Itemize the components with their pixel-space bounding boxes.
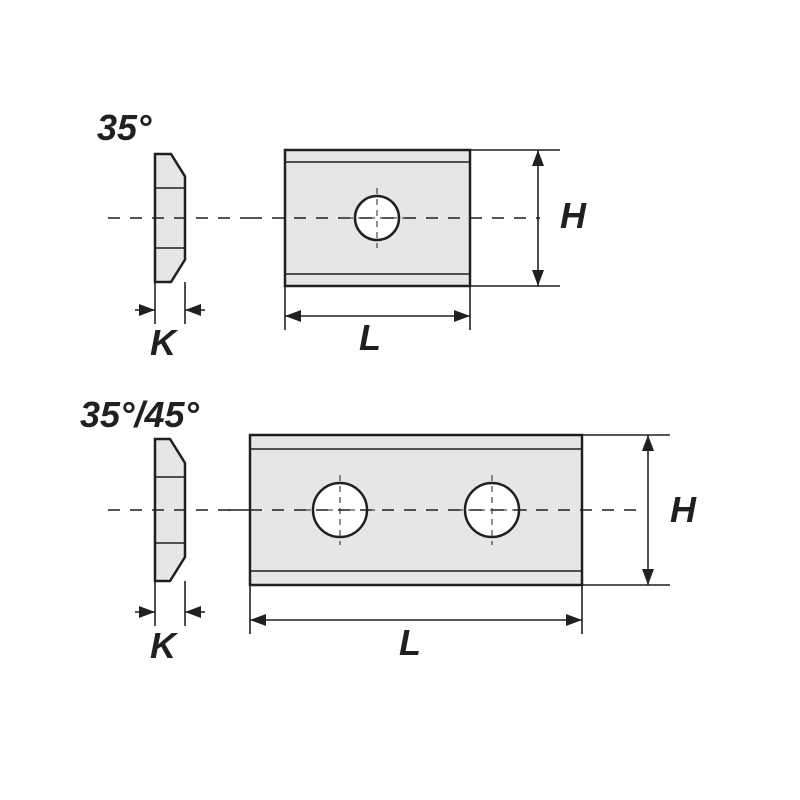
arrowhead	[532, 150, 544, 166]
arrowhead	[185, 606, 201, 618]
label-text: H	[670, 489, 697, 530]
label-text: L	[399, 622, 421, 663]
label-text: 35°/45°	[80, 394, 199, 435]
label-text: H	[560, 195, 587, 236]
label-text: 35°	[97, 107, 152, 148]
arrowhead	[642, 435, 654, 451]
arrowhead	[139, 304, 155, 316]
arrowhead	[566, 614, 582, 626]
arrowhead	[185, 304, 201, 316]
label-text: K	[150, 625, 179, 666]
arrowhead	[285, 310, 301, 322]
arrowhead	[139, 606, 155, 618]
arrowhead	[532, 270, 544, 286]
label-text: K	[150, 322, 179, 363]
arrowhead	[642, 569, 654, 585]
label-text: L	[359, 317, 381, 358]
technical-drawing: 35° K L H 35°/45° K L H	[0, 0, 800, 800]
arrowhead	[250, 614, 266, 626]
arrowhead	[454, 310, 470, 322]
